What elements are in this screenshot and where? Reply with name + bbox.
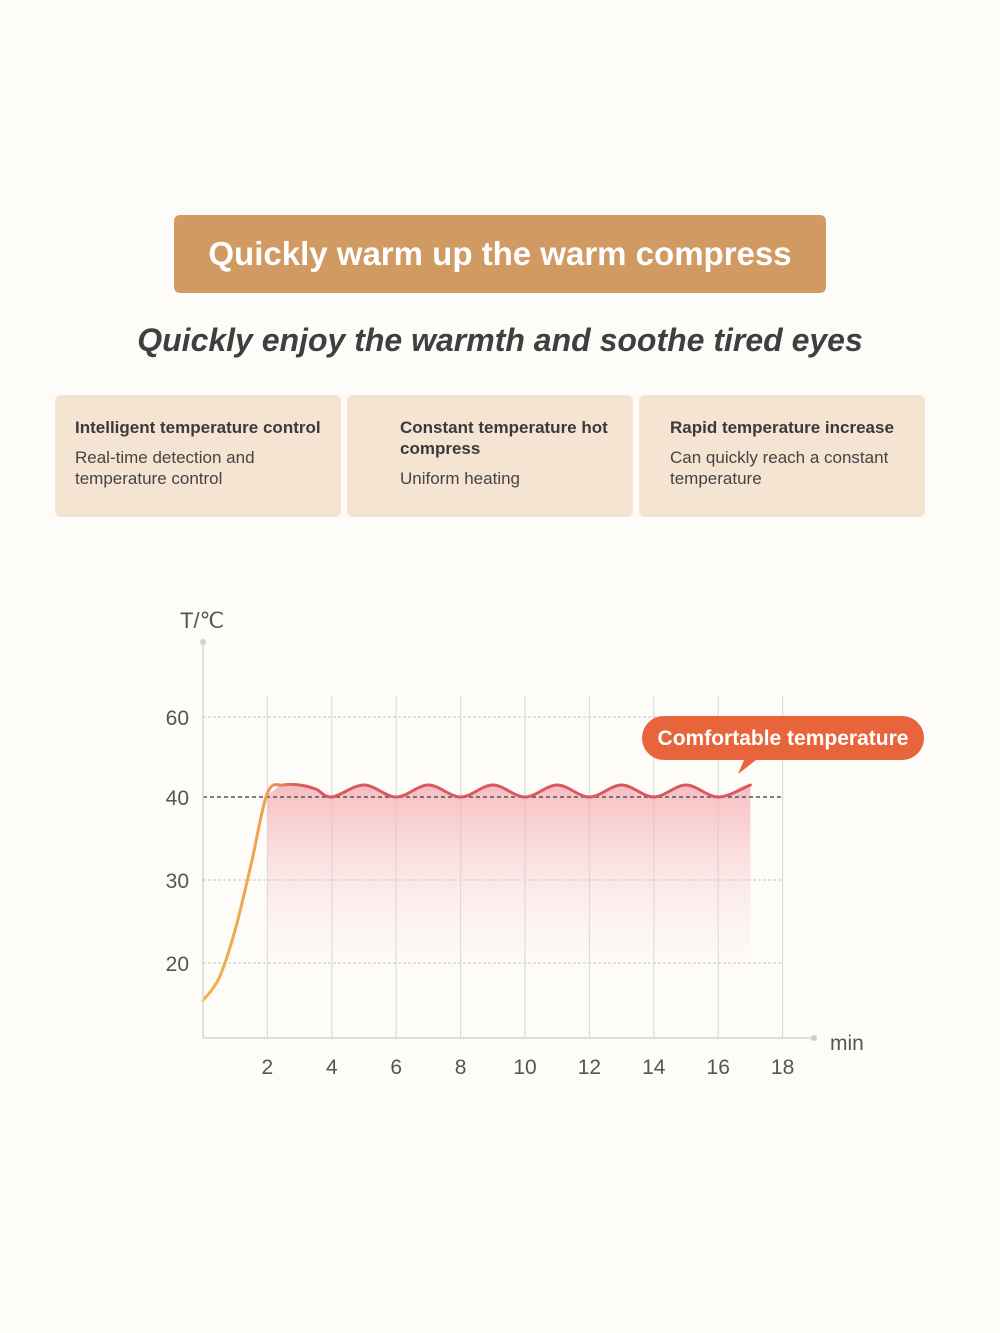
feature-title: Rapid temperature increase xyxy=(670,418,894,437)
x-tick-label: 18 xyxy=(771,1056,794,1079)
x-axis-arrow xyxy=(811,1035,817,1041)
x-tick-label: 6 xyxy=(390,1056,402,1079)
y-tick-label: 20 xyxy=(166,953,189,976)
feature-card-constant-temperature: Constant temperature hot compress Unifor… xyxy=(347,395,633,517)
comfortable-temperature-badge: Comfortable temperature xyxy=(642,716,924,774)
feature-desc: Can quickly reach a constant temperature xyxy=(670,448,889,488)
x-tick-label: 16 xyxy=(707,1056,730,1079)
feature-desc: Uniform heating xyxy=(400,469,521,488)
x-tick-label: 4 xyxy=(326,1056,338,1079)
y-axis-label: T/℃ xyxy=(180,608,224,633)
feature-title: Intelligent temperature control xyxy=(75,418,321,437)
feature-card-rapid-increase: Rapid temperature increase Can quickly r… xyxy=(639,395,925,517)
title-banner: Quickly warm up the warm compress xyxy=(174,215,826,293)
x-tick-label: 14 xyxy=(642,1056,666,1079)
y-axis-arrow xyxy=(200,639,206,645)
tick-labels: 20 30 40 60 2 4 6 8 10 12 14 16 18 xyxy=(166,707,795,1079)
y-tick-label: 40 xyxy=(166,787,189,810)
warm-area-fill xyxy=(267,785,751,968)
y-tick-label: 60 xyxy=(166,707,189,730)
x-tick-label: 10 xyxy=(513,1056,536,1079)
banner-text: Quickly warm up the warm compress xyxy=(208,235,792,272)
x-tick-label: 8 xyxy=(455,1056,467,1079)
y-tick-label: 30 xyxy=(166,870,189,893)
temperature-series-line xyxy=(201,782,752,1002)
axes xyxy=(200,639,817,1041)
x-tick-label: 12 xyxy=(578,1056,601,1079)
page-subtitle: Quickly enjoy the warmth and soothe tire… xyxy=(137,322,863,358)
x-tick-label: 2 xyxy=(262,1056,274,1079)
annotation-text: Comfortable temperature xyxy=(658,727,909,750)
feature-card-temperature-control: Intelligent temperature control Real-tim… xyxy=(55,395,341,517)
x-axis-label: min xyxy=(830,1032,864,1055)
temperature-chart: 20 30 40 60 2 4 6 8 10 12 14 16 18 T/℃ min Comfortab… xyxy=(166,608,924,1079)
feature-desc: Real-time detection and temperature cont… xyxy=(75,448,255,488)
feature-title: Constant temperature hot compress xyxy=(400,418,608,458)
